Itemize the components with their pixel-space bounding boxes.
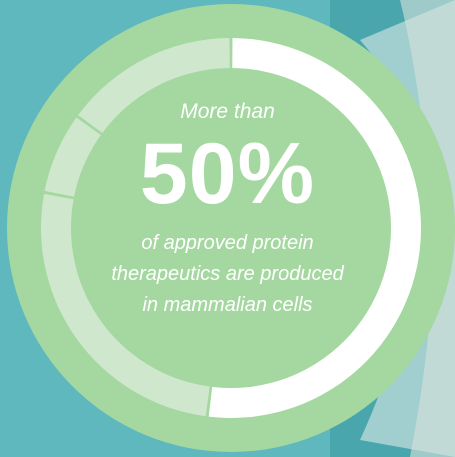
inner-disc	[71, 68, 391, 388]
